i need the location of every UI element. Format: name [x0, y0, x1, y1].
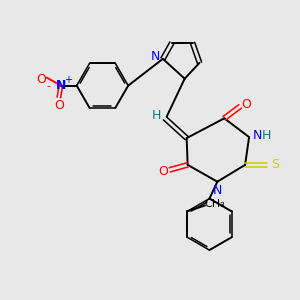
Text: N: N	[252, 129, 262, 142]
Text: H: H	[152, 109, 162, 122]
Text: N: N	[150, 50, 160, 63]
Text: CH₃: CH₃	[205, 200, 225, 209]
Text: O: O	[241, 98, 251, 111]
Text: H: H	[262, 129, 272, 142]
Text: -: -	[47, 82, 51, 92]
Text: N: N	[56, 79, 66, 92]
Text: S: S	[271, 158, 279, 171]
Text: O: O	[54, 99, 64, 112]
Text: N: N	[213, 184, 222, 197]
Text: O: O	[158, 165, 168, 178]
Text: O: O	[36, 73, 46, 86]
Text: +: +	[64, 75, 72, 85]
